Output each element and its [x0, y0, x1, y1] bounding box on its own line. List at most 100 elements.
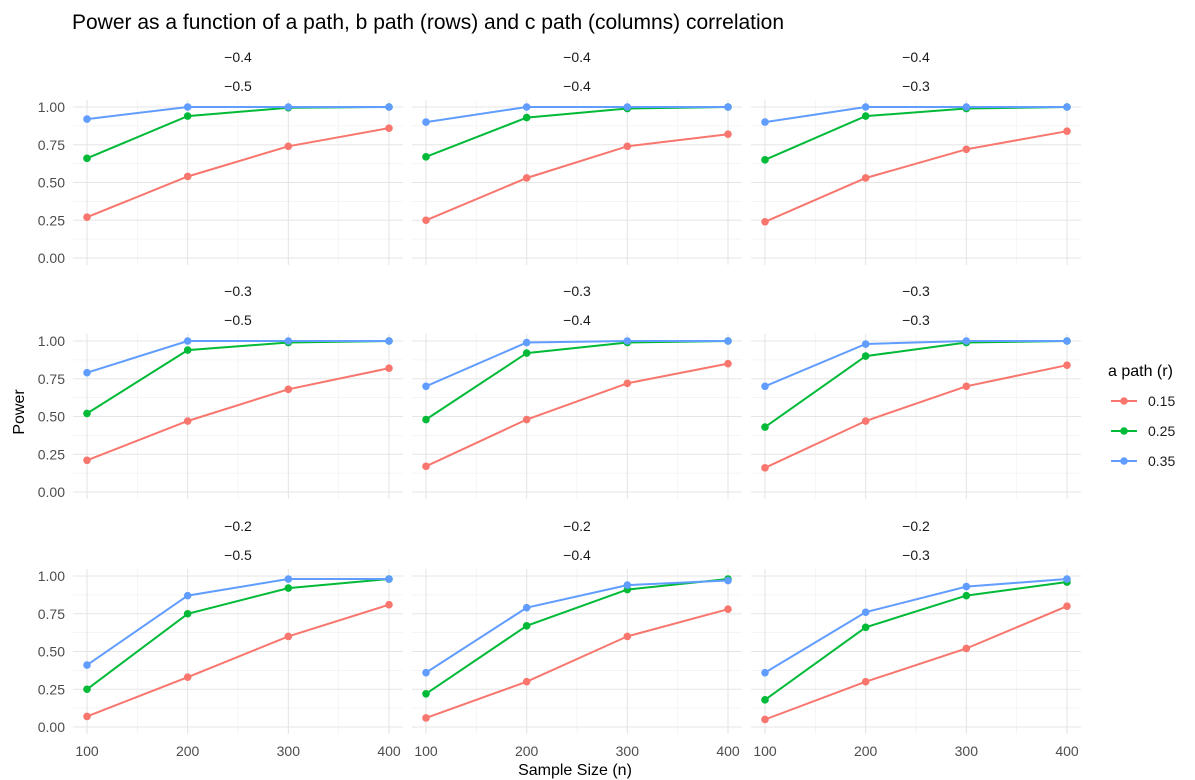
y-tick-label: 0.00 — [38, 719, 65, 735]
y-tick-label: 1.00 — [38, 99, 65, 115]
strip-label-row: −0.3 — [224, 283, 252, 299]
data-point — [183, 103, 192, 111]
strip-label-col: −0.5 — [224, 78, 252, 94]
data-point — [1063, 575, 1071, 583]
strip-label-col: −0.5 — [224, 312, 252, 328]
panel: −0.2 −0.3 100 200 300 400 — [751, 518, 1081, 759]
x-tick-label: 100 — [75, 743, 99, 759]
x-tick-label: 300 — [277, 743, 301, 759]
y-axis-title: Power — [11, 389, 28, 435]
y-tick-label: 0.50 — [38, 175, 65, 191]
data-point — [284, 575, 293, 583]
legend-label: 0.35 — [1148, 453, 1175, 469]
data-point — [83, 661, 91, 669]
x-tick-label: 300 — [955, 743, 979, 759]
data-point — [183, 609, 192, 618]
legend: a path (r) 0.15 0.25 0.35 — [1108, 363, 1175, 469]
data-point — [284, 337, 293, 345]
data-point — [284, 385, 293, 394]
series-line — [764, 605, 1068, 721]
data-point — [183, 417, 192, 425]
chart-title: Power as a function of a path, b path (r… — [72, 11, 784, 34]
data-point — [1063, 103, 1071, 111]
strip-label-row: −0.3 — [563, 283, 591, 299]
series-line — [425, 608, 729, 719]
data-point — [83, 368, 91, 377]
series-line — [764, 106, 1067, 124]
legend-label: 0.25 — [1148, 423, 1175, 439]
legend-label: 0.15 — [1148, 393, 1175, 409]
strip-label-col: −0.4 — [563, 78, 591, 94]
data-point — [1063, 602, 1071, 610]
strip-label-row: −0.4 — [902, 49, 930, 65]
data-point — [962, 337, 971, 345]
series-line — [764, 130, 1068, 223]
series-line — [425, 340, 728, 388]
x-tick-label: 200 — [854, 743, 878, 759]
data-point — [724, 337, 732, 345]
data-point — [861, 608, 870, 617]
data-point — [422, 714, 430, 722]
strip-label-col: −0.4 — [563, 312, 591, 328]
panel: −0.4 −0.5 0.00 0.25 0.50 0.75 1.00 — [38, 49, 403, 266]
data-point — [962, 382, 971, 391]
y-tick-label: 0.75 — [38, 371, 65, 387]
data-point — [761, 715, 769, 724]
series-line — [764, 578, 1068, 674]
series-line — [425, 578, 729, 695]
legend-title: a path (r) — [1108, 363, 1173, 380]
data-point — [385, 337, 393, 345]
y-tick-label: 0.25 — [38, 681, 65, 697]
data-point — [83, 115, 91, 123]
y-tick-label: 0.75 — [38, 606, 65, 622]
data-point — [623, 103, 632, 111]
y-tick-label: 1.00 — [38, 333, 65, 349]
data-point — [284, 103, 293, 111]
series-line — [425, 106, 728, 124]
series-line — [764, 340, 1067, 388]
panel: −0.4 −0.3 — [751, 49, 1081, 265]
data-point — [861, 340, 870, 348]
panel: −0.3 −0.5 0.00 0.25 0.50 0.75 1.00 — [38, 283, 403, 500]
x-tick-label: 400 — [1055, 743, 1079, 759]
data-point — [861, 352, 870, 360]
data-point — [861, 103, 870, 111]
data-point — [1063, 127, 1071, 135]
data-point — [83, 712, 91, 721]
data-point — [522, 603, 531, 612]
data-point — [761, 217, 769, 226]
data-point — [1063, 361, 1071, 369]
series-line — [86, 603, 390, 718]
strip-label-col: −0.4 — [563, 547, 591, 563]
data-point — [1063, 337, 1071, 345]
series-line — [764, 581, 1068, 701]
x-tick-label: 400 — [716, 743, 740, 759]
strip-label-row: −0.2 — [563, 518, 591, 534]
data-point — [761, 382, 769, 391]
data-point — [422, 668, 430, 677]
data-point — [522, 174, 531, 182]
x-tick-label: 300 — [616, 743, 640, 759]
x-tick-label: 100 — [753, 743, 777, 759]
data-point — [861, 677, 870, 686]
data-point — [623, 142, 632, 151]
strip-label-row: −0.2 — [224, 518, 252, 534]
x-tick-label: 200 — [515, 743, 539, 759]
data-point — [962, 582, 971, 591]
data-point — [522, 349, 531, 357]
data-point — [422, 382, 430, 391]
data-point — [422, 118, 430, 126]
y-tick-label: 0.25 — [38, 446, 65, 462]
data-point — [183, 346, 192, 354]
data-point — [422, 462, 430, 471]
panel: −0.3 −0.4 — [412, 283, 742, 499]
data-point — [422, 153, 430, 161]
y-tick-label: 0.00 — [38, 484, 65, 500]
data-point — [761, 696, 769, 704]
panel: −0.3 −0.3 — [751, 283, 1081, 499]
data-point — [284, 632, 293, 641]
strip-label-col: −0.3 — [902, 312, 930, 328]
series-line — [86, 367, 390, 462]
data-point — [83, 213, 91, 222]
data-point — [761, 118, 769, 126]
